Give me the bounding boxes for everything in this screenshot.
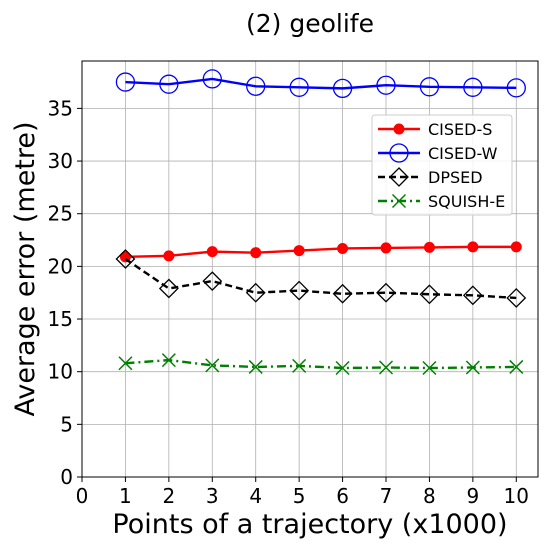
data-point-cised-w: [419, 77, 440, 97]
data-point-cised-w: [463, 77, 483, 97]
legend-marker-squish-e: [391, 193, 407, 209]
data-point-dpsed: [245, 282, 266, 303]
chart-title: (2) geolife: [246, 9, 374, 38]
legend-marker-dpsed: [389, 167, 409, 187]
x-axis-ticks: 0 1 2 3 4 5 6 7 8 9 10: [76, 477, 529, 508]
y-tick-label: 0: [60, 465, 73, 489]
data-point-dpsed: [376, 282, 396, 303]
series-line-cised-w: [125, 77, 517, 90]
data-point-squish-e: [248, 359, 263, 374]
data-point-squish-e: [118, 356, 133, 371]
data-point-cised-s: [163, 250, 175, 262]
data-point-cised-s: [206, 246, 218, 258]
y-axis-label: Average error (metre): [10, 121, 41, 416]
data-point-dpsed: [332, 283, 353, 304]
data-point-dpsed: [506, 288, 527, 308]
x-tick-label: 8: [423, 484, 436, 508]
y-tick-label: 25: [48, 202, 73, 226]
data-point-cised-w: [332, 78, 353, 99]
x-tick-label: 1: [119, 484, 132, 508]
series-layer: [115, 69, 527, 376]
data-point-squish-e: [378, 360, 394, 375]
legend-box: [371, 114, 513, 216]
data-point-dpsed: [462, 285, 483, 306]
y-tick-label: 30: [48, 149, 73, 173]
data-point-squish-e: [292, 358, 307, 373]
data-point-cised-s: [510, 241, 522, 253]
data-point-squish-e: [335, 360, 350, 376]
legend-marker-cised-w: [389, 143, 409, 163]
data-point-squish-e: [161, 353, 176, 368]
data-point-cised-s: [380, 242, 392, 254]
data-point-squish-e: [465, 360, 480, 375]
x-axis-label: Points of a trajectory (x1000): [112, 509, 507, 540]
data-point-dpsed: [202, 271, 223, 292]
data-point-cised-w: [159, 74, 179, 94]
data-point-dpsed: [289, 280, 310, 301]
x-tick-label: 0: [76, 484, 89, 508]
x-tick-label: 3: [206, 484, 219, 508]
data-point-cised-w: [246, 76, 266, 96]
plot-frame: [81, 60, 539, 478]
data-point-squish-e: [509, 359, 524, 374]
legend-label-squish-e: SQUISH-E: [428, 192, 505, 211]
data-point-dpsed: [419, 284, 440, 305]
x-tick-label: 4: [249, 484, 262, 508]
y-tick-label: 15: [48, 307, 73, 331]
series-line-squish-e: [125, 358, 517, 370]
data-point-squish-e: [422, 360, 437, 376]
data-point-cised-w: [289, 77, 309, 97]
series-squish-e: [118, 353, 524, 376]
y-tick-label: 5: [60, 412, 73, 436]
data-point-cised-w: [202, 69, 222, 89]
data-point-cised-s: [423, 241, 435, 253]
data-point-cised-w: [376, 75, 396, 95]
series-cised-w: [115, 69, 526, 99]
data-point-cised-w: [115, 72, 136, 92]
legend-label-cised-s: CISED-S: [428, 120, 492, 139]
x-tick-label: 5: [293, 484, 306, 508]
data-point-cised-s: [250, 247, 262, 259]
legend-label-dpsed: DPSED: [428, 168, 483, 187]
series-cised-s: [119, 241, 522, 263]
data-point-dpsed: [115, 249, 136, 269]
legend-label-cised-w: CISED-W: [428, 144, 498, 163]
x-tick-label: 6: [336, 484, 349, 508]
y-tick-label: 20: [48, 254, 73, 278]
data-point-cised-s: [467, 241, 479, 253]
data-point-squish-e: [205, 358, 220, 373]
x-tick-label: 2: [162, 484, 175, 508]
series-dpsed: [115, 249, 527, 308]
legend-marker-cised-s: [393, 123, 405, 135]
y-tick-label: 35: [48, 96, 73, 120]
series-line-dpsed: [124, 258, 517, 300]
y-axis-ticks: 0 5 10 15 20 25 30 35: [48, 96, 82, 489]
data-point-cised-w: [506, 78, 526, 98]
legend: CISED-S CISED-W DPSED SQUISH-E: [371, 114, 513, 216]
x-tick-label: 9: [466, 484, 479, 508]
x-tick-label: 10: [504, 484, 529, 508]
data-point-cised-s: [337, 242, 349, 254]
x-tick-label: 7: [380, 484, 393, 508]
data-point-cised-s: [293, 245, 305, 257]
series-line-cised-s: [125, 245, 517, 259]
y-tick-label: 10: [48, 360, 73, 384]
data-point-dpsed: [158, 278, 179, 299]
